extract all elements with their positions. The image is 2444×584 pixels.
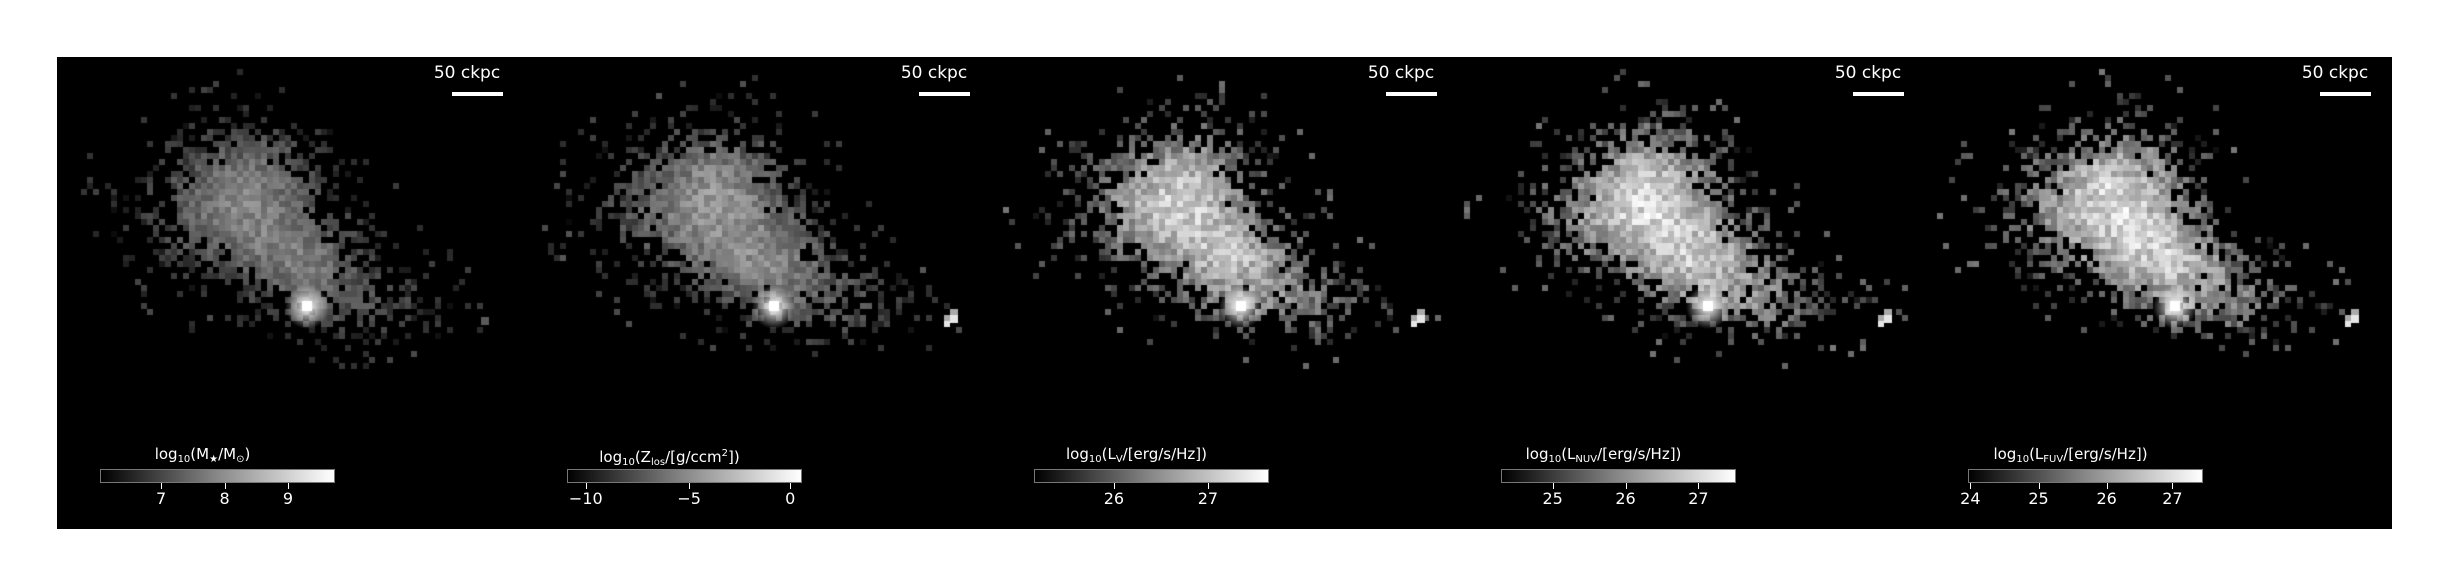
colorbar-tick bbox=[1113, 483, 1115, 489]
colorbar-tick-label: 25 bbox=[2028, 489, 2049, 508]
colorbar-tick-label: 26 bbox=[2096, 489, 2117, 508]
colorbar-title: log10(LFUV/[erg/s/Hz]) bbox=[1993, 445, 2148, 465]
colorbar-tick-label: 25 bbox=[1542, 489, 1563, 508]
panel-metallicity: 50 ckpc log10(Zlos/[g/ccm2]) −10 −5 0 bbox=[524, 57, 991, 529]
colorbar-tick bbox=[2106, 483, 2108, 489]
colorbar bbox=[1034, 469, 1269, 483]
colorbar bbox=[1968, 469, 2203, 483]
colorbar-tick-label: −10 bbox=[568, 489, 603, 508]
panel-stellar-mass: 50 ckpc log10(M★/M⊙) 7 8 9 bbox=[57, 57, 524, 529]
colorbar-tick-label: 26 bbox=[1615, 489, 1636, 508]
colorbar-tick bbox=[790, 483, 792, 489]
panel-fuv-luminosity: 50 ckpc log10(LFUV/[erg/s/Hz]) 24 25 26 27 bbox=[1925, 57, 2392, 529]
colorbar-tick bbox=[1207, 483, 1209, 489]
scale-bar-label: 50 ckpc bbox=[2301, 63, 2369, 83]
scale-bar-label: 50 ckpc bbox=[900, 63, 968, 83]
colorbar-title: log10(LV/[erg/s/Hz]) bbox=[1065, 445, 1207, 465]
colorbar-tick-label: 9 bbox=[282, 489, 294, 508]
scale-bar-label: 50 ckpc bbox=[1834, 63, 1902, 83]
scale-bar bbox=[1386, 92, 1437, 96]
colorbar bbox=[567, 469, 802, 483]
colorbar-title: log10(LNUV/[erg/s/Hz]) bbox=[1525, 445, 1682, 465]
colorbar-title: log10(M★/M⊙) bbox=[154, 445, 251, 465]
colorbar-tick bbox=[224, 483, 226, 489]
colorbar-tick-label: 27 bbox=[1688, 489, 1709, 508]
scale-bar-label: 50 ckpc bbox=[1367, 63, 1435, 83]
scale-bar bbox=[2320, 92, 2371, 96]
stellar-mass-map bbox=[57, 57, 524, 529]
colorbar-tick-label: 27 bbox=[2162, 489, 2183, 508]
nuv-luminosity-map bbox=[1458, 57, 1925, 529]
scale-bar bbox=[1853, 92, 1904, 96]
scale-bar bbox=[919, 92, 970, 96]
colorbar-tick-label: 7 bbox=[156, 489, 167, 508]
scale-bar-label: 50 ckpc bbox=[433, 63, 501, 83]
panel-v-band-luminosity: 50 ckpc log10(LV/[erg/s/Hz]) 26 27 bbox=[991, 57, 1458, 529]
colorbar-tick bbox=[1698, 483, 1700, 489]
colorbar bbox=[1501, 469, 1736, 483]
colorbar-tick bbox=[689, 483, 691, 489]
colorbar-tick bbox=[2172, 483, 2174, 489]
colorbar-tick-label: 27 bbox=[1197, 489, 1219, 508]
colorbar bbox=[100, 469, 335, 483]
colorbar-tick bbox=[288, 483, 289, 489]
colorbar-tick bbox=[2038, 483, 2040, 489]
panel-row: 50 ckpc log10(M★/M⊙) 7 8 9 50 ckpc log10(Z… bbox=[57, 57, 2392, 529]
colorbar-tick-label: −5 bbox=[677, 489, 701, 508]
colorbar-tick-label: 24 bbox=[1960, 489, 1981, 508]
colorbar-tick bbox=[1625, 483, 1627, 489]
scale-bar bbox=[452, 92, 503, 96]
colorbar-tick bbox=[1970, 483, 1972, 489]
v-band-luminosity-map bbox=[991, 57, 1458, 529]
colorbar-tick-label: 0 bbox=[785, 489, 796, 508]
colorbar-tick-label: 26 bbox=[1103, 489, 1125, 508]
colorbar-tick-label: 8 bbox=[219, 489, 230, 508]
panel-nuv-luminosity: 50 ckpc log10(LNUV/[erg/s/Hz]) 25 26 27 bbox=[1458, 57, 1925, 529]
colorbar-tick bbox=[1552, 483, 1554, 489]
colorbar-tick bbox=[161, 483, 163, 489]
fuv-luminosity-map bbox=[1925, 57, 2392, 529]
colorbar-title: log10(Zlos/[g/ccm2]) bbox=[599, 448, 740, 468]
metallicity-map bbox=[524, 57, 991, 529]
colorbar-tick bbox=[585, 483, 587, 489]
